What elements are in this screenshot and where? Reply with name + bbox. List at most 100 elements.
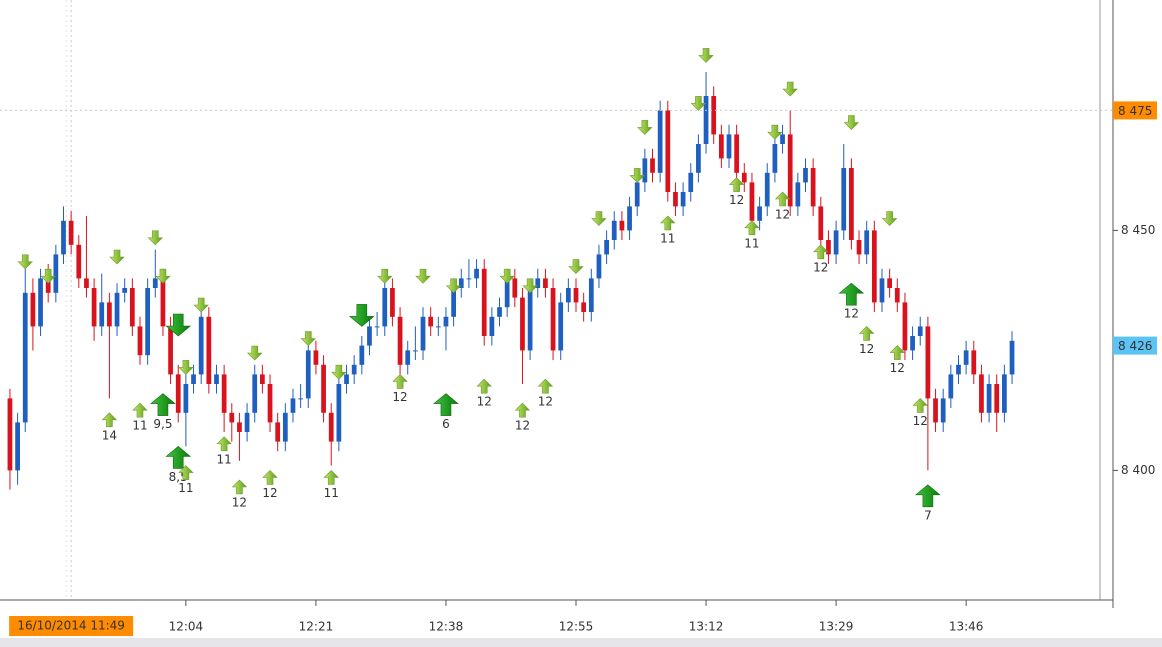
candle-body [657,110,663,173]
time-tag-label: 16/10/2014 11:49 [17,619,125,633]
candle-body [581,302,587,312]
candle-body [971,350,977,375]
candle-body [252,374,258,413]
candle-body [458,278,464,288]
candle-body [412,350,418,352]
candle-body [191,374,196,384]
candle-body [764,172,770,207]
candle-body [565,288,571,303]
candle-body [466,278,472,280]
candle-body [305,350,311,399]
signal-arrow [813,244,829,260]
candle-body [489,316,495,336]
candle-body [367,326,372,346]
candle-body [336,384,342,442]
candle-body [841,168,847,231]
signal-arrow [522,278,538,294]
candle-body [435,326,441,328]
candle-body [665,110,671,192]
candle-body [994,384,1000,413]
candle-body [129,288,135,327]
candle-body [795,182,801,207]
candle-body [696,144,701,173]
signal-arrow [537,378,554,394]
signal-label: 12 [392,390,407,404]
signal-label: 11 [216,452,231,466]
candle-body [160,278,166,327]
y-tick-label: 8 400 [1121,463,1155,477]
candle-body [328,412,334,442]
signal-arrow [660,215,676,231]
candle-body [718,134,724,159]
signal-arrow [698,48,714,63]
candle-body [474,268,479,279]
candle-body [734,134,740,173]
signal-arrow [591,211,607,227]
candle-body [22,292,28,423]
candle-body [390,288,395,317]
candle-body [787,134,793,207]
candle-body [680,192,686,207]
candle-body [512,278,518,298]
candle-body [535,278,541,288]
signal-arrow [838,282,865,306]
candle-body [451,288,456,317]
signal-label: 7 [924,508,932,522]
candle-body [726,134,732,159]
signal-arrow [132,402,148,418]
candle-body [114,292,120,327]
candle-body [298,398,303,400]
candle-body [573,288,579,303]
signal-arrow [690,96,707,111]
candle-body [963,350,969,365]
candle-body [933,398,938,423]
candle-body [206,316,212,384]
candle-body [810,168,816,207]
candle-body [871,230,877,303]
candle-body [520,297,525,351]
signal-arrow [147,230,164,246]
candle-body [711,96,717,135]
candle-body [168,326,173,375]
signal-arrow [40,268,56,284]
candle-body [481,268,487,336]
candle-body [497,307,502,317]
signal-label: 12 [890,361,905,375]
signal-arrow [767,124,783,140]
candle-body [267,384,273,423]
candle-body [627,206,632,231]
signal-label: 12 [813,260,828,274]
candle-body [183,384,189,413]
signal-label: 12 [913,414,928,428]
signal-arrow [262,469,278,485]
y-tick-label: 8 450 [1121,223,1155,237]
signal-arrow [881,211,898,227]
signal-arrow [247,345,263,361]
signal-arrow [165,313,192,337]
signal-label: 12 [477,395,492,409]
signal-arrow [728,177,745,192]
candle-body [650,158,655,173]
candle-body [940,398,946,423]
candle-body [979,374,984,413]
signal-arrow [150,393,176,416]
candle-body [894,288,900,303]
signal-label: 6 [442,417,450,431]
signal-arrow [889,345,906,360]
candle-body [833,230,839,255]
signal-label: 9,5 [153,417,172,431]
candle-body [61,220,66,255]
candle-body [45,278,51,293]
candle-body [229,412,235,423]
candle-body [596,254,602,279]
signal-label: 11 [744,236,759,250]
signal-arrow [331,364,347,380]
signal-label: 12 [262,486,277,500]
signal-arrow [744,220,760,236]
candle-body [290,398,296,413]
candle-body [902,302,908,351]
candle-body [237,422,242,432]
signal-label: 12 [729,193,744,207]
